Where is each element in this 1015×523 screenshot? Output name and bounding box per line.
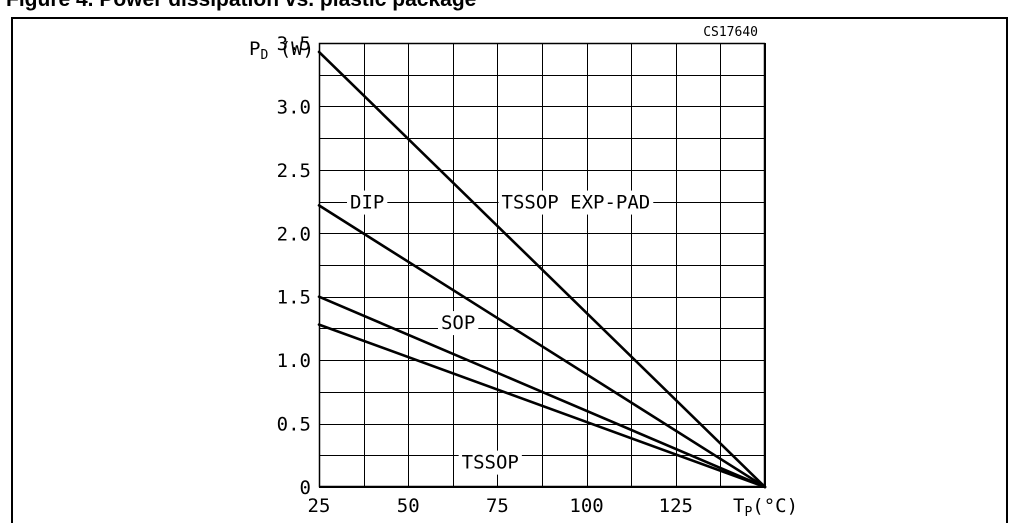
- y-tick-label: 3.0: [277, 96, 311, 118]
- series-annotation: DIP: [350, 192, 384, 214]
- series-annotation: TSSOP: [462, 452, 519, 474]
- y-tick-label: 2.5: [277, 160, 311, 182]
- x-tick-label: 75: [486, 495, 509, 517]
- annotation-background: [458, 450, 522, 475]
- figure-heading: Figure 4. Power dissipation vs. plastic …: [6, 0, 476, 12]
- y-tick-label: 1.0: [277, 350, 311, 372]
- y-tick-label: 1.5: [277, 287, 311, 309]
- x-axis-title: TP(°C): [733, 495, 798, 520]
- series-line: [317, 204, 767, 489]
- x-tick-label: 100: [569, 495, 603, 517]
- y-tick-label: 0: [300, 477, 311, 499]
- annotation-background: [347, 190, 388, 215]
- series-line: [317, 50, 767, 489]
- figure-frame: [11, 17, 1008, 523]
- annotation-background: [437, 311, 479, 336]
- y-axis-title: PD (W): [249, 38, 314, 63]
- x-tick-label: 125: [659, 495, 693, 517]
- series-line: [317, 295, 767, 489]
- series-lines: [317, 50, 767, 489]
- series-line: [317, 323, 767, 489]
- y-tick-label: 0.5: [277, 414, 311, 436]
- figure-code: CS17640: [703, 25, 758, 40]
- series-annotation: TSSOP EXP-PAD: [502, 192, 651, 214]
- series-annotation: SOP: [441, 312, 475, 334]
- annotation-background: [498, 190, 654, 215]
- x-tick-label: 50: [397, 495, 420, 517]
- chart-labels: 0 0.5 1.0 1.5 2.0 2.5 3.0 3.5 25 50 75 100 125 PD (W)…: [249, 25, 798, 520]
- x-tick-label: 25: [308, 495, 331, 517]
- plot-border: [318, 42, 766, 488]
- y-tick-label: 2.0: [277, 223, 311, 245]
- y-tick-label: 3.5: [277, 33, 311, 55]
